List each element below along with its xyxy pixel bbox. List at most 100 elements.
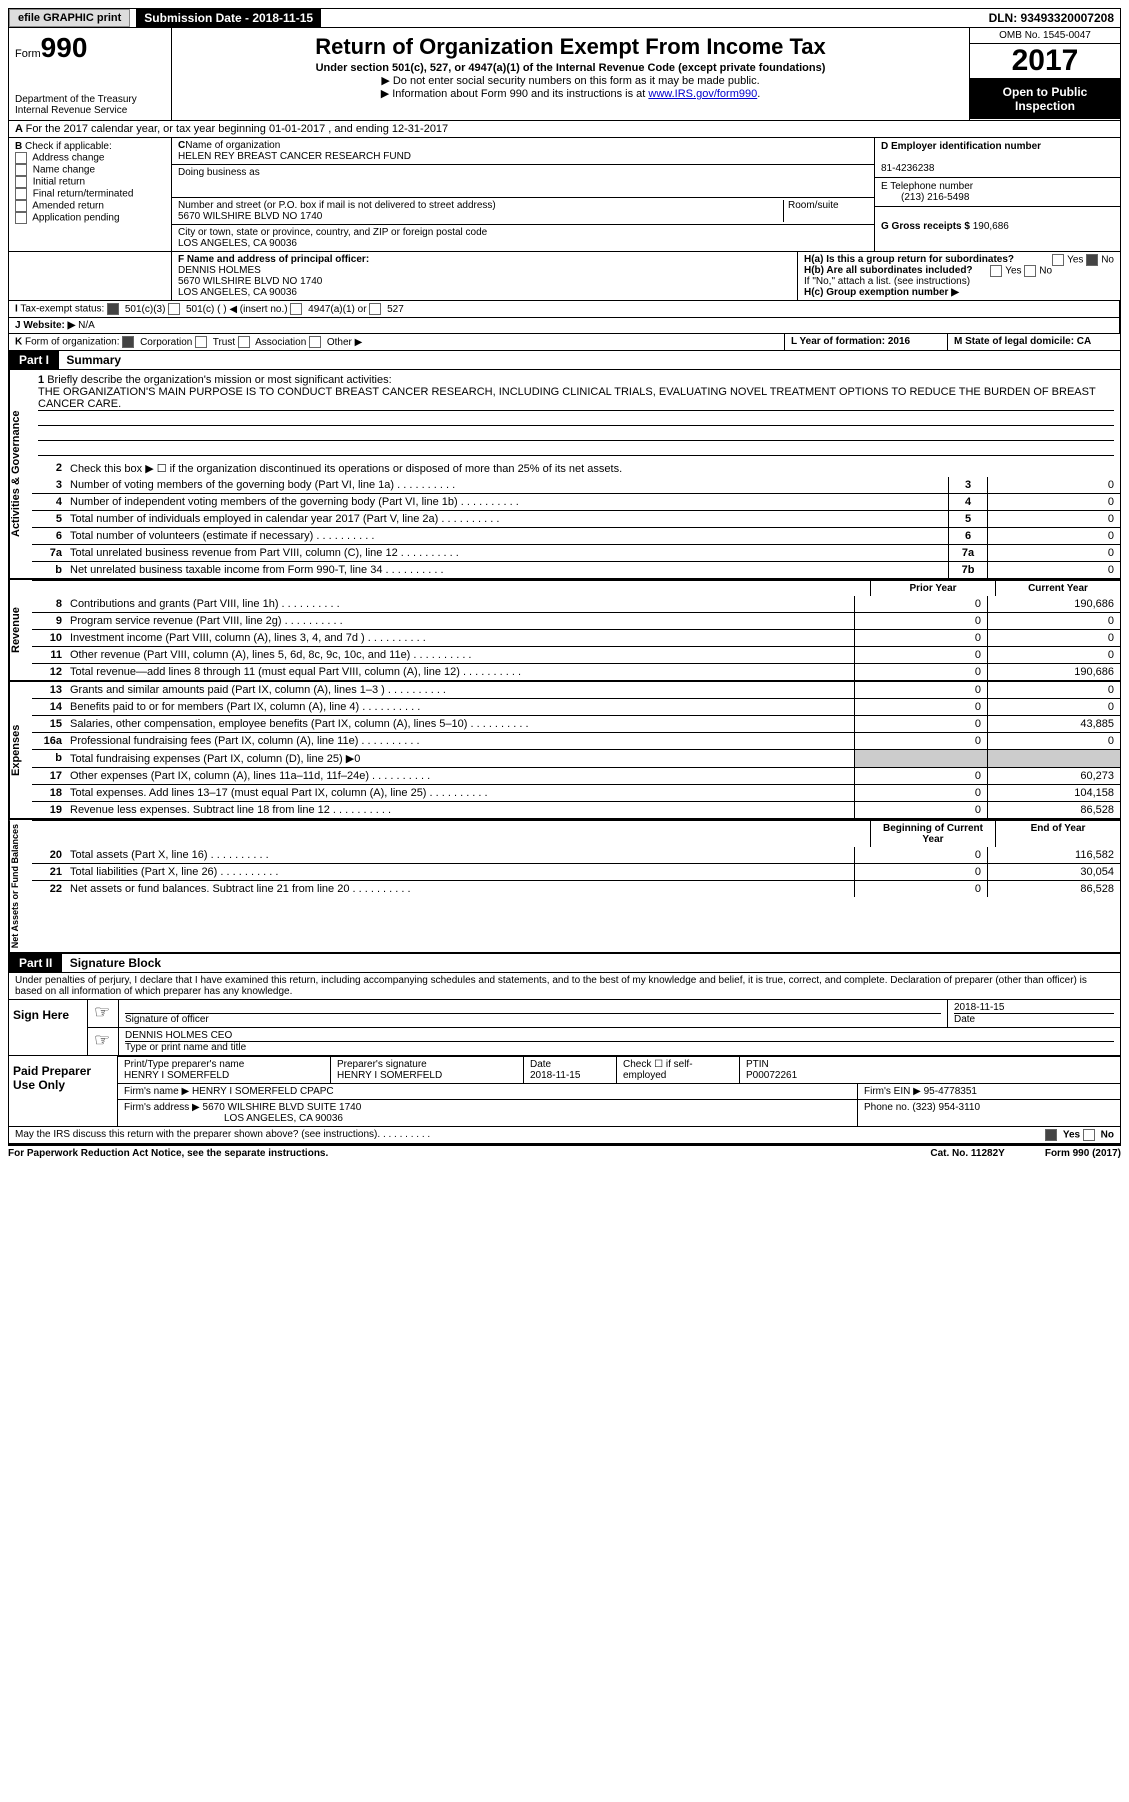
checkbox-amended-return[interactable] xyxy=(15,200,27,212)
top-bar: efile GRAPHIC print Submission Date - 20… xyxy=(8,8,1121,28)
hb-label: H(b) Are all subordinates included? xyxy=(804,265,973,276)
line-l: L Year of formation: 2016 xyxy=(791,336,910,347)
tax-year: 2017 xyxy=(970,44,1120,79)
form-org-0[interactable] xyxy=(122,336,134,348)
open-public: Open to Public Inspection xyxy=(970,79,1120,119)
exp-line-13: Grants and similar amounts paid (Part IX… xyxy=(66,682,854,698)
box-b-title: Check if applicable: xyxy=(25,141,112,152)
form-title: Return of Organization Exempt From Incom… xyxy=(182,34,959,60)
vlabel-expenses: Expenses xyxy=(9,682,32,818)
gov-line-3: Number of voting members of the governin… xyxy=(66,477,948,493)
gov-line-6: Total number of volunteers (estimate if … xyxy=(66,528,948,544)
prep-sig-label: Preparer's signature xyxy=(337,1059,427,1070)
hb-no-checkbox[interactable] xyxy=(1024,265,1036,277)
submission-date: Submission Date - 2018-11-15 xyxy=(136,9,321,27)
prep-name: HENRY I SOMERFELD xyxy=(124,1070,229,1081)
tax-status-0[interactable] xyxy=(107,303,119,315)
firm-name-label: Firm's name ▶ xyxy=(124,1086,189,1097)
hb-yes-checkbox[interactable] xyxy=(990,265,1002,277)
checkbox-initial-return[interactable] xyxy=(15,176,27,188)
cat-no: Cat. No. 11282Y xyxy=(930,1148,1004,1159)
ha-yes-checkbox[interactable] xyxy=(1052,254,1064,266)
line-i-label: Tax-exempt status: xyxy=(20,304,104,315)
street-addr: 5670 WILSHIRE BLVD NO 1740 xyxy=(178,211,322,222)
exp-line-17: Other expenses (Part IX, column (A), lin… xyxy=(66,768,854,784)
line-a-text: For the 2017 calendar year, or tax year … xyxy=(26,123,449,135)
line-m: M State of legal domicile: CA xyxy=(954,336,1091,347)
checkbox-final-return-terminated[interactable] xyxy=(15,188,27,200)
rev-line-9: Program service revenue (Part VIII, line… xyxy=(66,613,854,629)
net-line-22: Net assets or fund balances. Subtract li… xyxy=(66,881,854,897)
check-self-employed[interactable]: Check ☐ if self-employed xyxy=(617,1057,740,1083)
exp-line-19: Revenue less expenses. Subtract line 18 … xyxy=(66,802,854,818)
net-assets-section: Net Assets or Fund Balances Beginning of… xyxy=(8,820,1121,954)
checkbox-address-change[interactable] xyxy=(15,152,27,164)
dln: DLN: 93493320007208 xyxy=(983,9,1120,27)
rev-line-10: Investment income (Part VIII, column (A)… xyxy=(66,630,854,646)
ein-label: D Employer identification number xyxy=(881,141,1041,152)
form-footer: Form 990 (2017) xyxy=(1045,1148,1121,1159)
website: N/A xyxy=(78,320,95,331)
omb-number: OMB No. 1545-0047 xyxy=(970,28,1120,44)
dept-treasury: Department of the Treasury xyxy=(15,94,165,105)
ptin-label: PTIN xyxy=(746,1059,769,1070)
prep-sig: HENRY I SOMERFELD xyxy=(337,1070,442,1081)
tax-status-3[interactable] xyxy=(369,303,381,315)
jurat: Under penalties of perjury, I declare th… xyxy=(8,973,1121,999)
form-org-3[interactable] xyxy=(309,336,321,348)
ptin: P00072261 xyxy=(746,1070,797,1081)
sign-here-label: Sign Here xyxy=(9,1000,88,1055)
form-org-2[interactable] xyxy=(238,336,250,348)
sig-date: 2018-11-15 xyxy=(954,1002,1004,1013)
prep-date: 2018-11-15 xyxy=(530,1070,580,1081)
discuss-yes-checkbox[interactable] xyxy=(1045,1129,1057,1141)
eoy-hdr: End of Year xyxy=(995,821,1120,847)
exp-line-15: Salaries, other compensation, employee b… xyxy=(66,716,854,732)
ha-label: H(a) Is this a group return for subordin… xyxy=(804,254,1014,265)
hb-note: If "No," attach a list. (see instruction… xyxy=(804,276,1114,287)
form-subtitle: Under section 501(c), 527, or 4947(a)(1)… xyxy=(182,62,959,74)
gov-line-5: Total number of individuals employed in … xyxy=(66,511,948,527)
discuss-no-checkbox[interactable] xyxy=(1083,1129,1095,1141)
revenue-section: Revenue Prior YearCurrent Year 8Contribu… xyxy=(8,580,1121,682)
firm-name: HENRY I SOMERFELD CPAPC xyxy=(192,1086,334,1097)
prep-date-label: Date xyxy=(530,1059,551,1070)
firm-addr: 5670 WILSHIRE BLVD SUITE 1740 xyxy=(203,1102,362,1113)
prep-name-label: Print/Type preparer's name xyxy=(124,1059,244,1070)
firm-city: LOS ANGELES, CA 90036 xyxy=(124,1113,343,1124)
tax-status-1[interactable] xyxy=(168,303,180,315)
checkbox-name-change[interactable] xyxy=(15,164,27,176)
telephone: (213) 216-5498 xyxy=(881,192,969,203)
line-k-label: Form of organization: xyxy=(25,337,120,348)
firm-addr-label: Firm's address ▶ xyxy=(124,1102,200,1113)
tax-status-2[interactable] xyxy=(290,303,302,315)
dba-label: Doing business as xyxy=(172,165,874,198)
current-year-hdr: Current Year xyxy=(995,581,1120,596)
firm-ein: 95-4778351 xyxy=(924,1086,977,1097)
exp-line-18: Total expenses. Add lines 13–17 (must eq… xyxy=(66,785,854,801)
exp-line-16a: Professional fundraising fees (Part IX, … xyxy=(66,733,854,749)
activities-governance: Activities & Governance 1 Briefly descri… xyxy=(8,370,1121,580)
checkbox-application-pending[interactable] xyxy=(15,212,27,224)
date-label: Date xyxy=(954,1013,1114,1025)
rev-line-8: Contributions and grants (Part VIII, lin… xyxy=(66,596,854,612)
ha-no-checkbox[interactable] xyxy=(1086,254,1098,266)
box-f-label: F Name and address of principal officer: xyxy=(178,254,369,265)
ein: 81-4236238 xyxy=(881,163,934,174)
hc-label: H(c) Group exemption number ▶ xyxy=(804,287,959,298)
part1-title: Summary xyxy=(62,353,121,367)
net-line-21: Total liabilities (Part X, line 26) xyxy=(66,864,854,880)
boy-hdr: Beginning of Current Year xyxy=(870,821,995,847)
officer-addr2: LOS ANGELES, CA 90036 xyxy=(178,287,297,298)
exp-line-14: Benefits paid to or for members (Part IX… xyxy=(66,699,854,715)
type-name-label: Type or print name and title xyxy=(125,1041,1114,1053)
mission-label: Briefly describe the organization's miss… xyxy=(47,374,391,386)
vlabel-revenue: Revenue xyxy=(9,580,32,680)
form-org-1[interactable] xyxy=(195,336,207,348)
phone: (323) 954-3110 xyxy=(912,1102,980,1113)
officer-row: F Name and address of principal officer:… xyxy=(8,252,1121,301)
irs-link[interactable]: www.IRS.gov/form990 xyxy=(648,88,757,100)
note-ssn: ▶ Do not enter social security numbers o… xyxy=(182,74,959,87)
efile-button[interactable]: efile GRAPHIC print xyxy=(9,9,130,27)
form-prefix: Form xyxy=(15,48,41,60)
